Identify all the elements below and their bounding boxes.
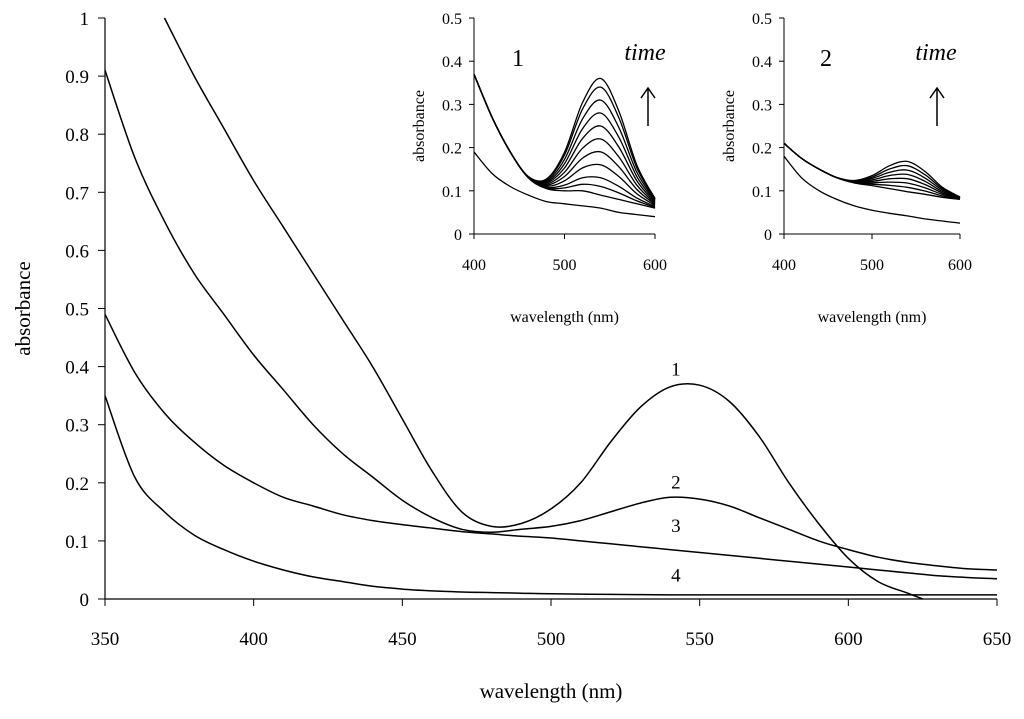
inset-trace-lowest [473, 151, 656, 218]
inset-y-tick-label: 0 [764, 227, 772, 244]
series-3-label: 3 [671, 516, 681, 537]
y-tick-label: 0.2 [65, 474, 89, 495]
series-2-line [104, 70, 998, 571]
inset-y-tick-label: 0.4 [442, 54, 462, 71]
inset-number-label: 1 [512, 46, 524, 72]
y-tick-label: 0.7 [65, 183, 89, 204]
y-tick-label: 0.4 [65, 358, 89, 379]
y-tick-label: 0.6 [65, 241, 89, 262]
inset-y-tick-label: 0.1 [752, 184, 772, 201]
inset-x-tick-label: 400 [462, 257, 486, 274]
y-tick-label: 0 [80, 590, 90, 611]
x-tick-label: 450 [388, 629, 417, 650]
inset-y-tick-label: 0.4 [752, 54, 772, 71]
series-4-label: 4 [671, 566, 681, 587]
x-tick-label: 600 [834, 629, 863, 650]
time-arrow-head [929, 86, 945, 99]
y-tick-label: 0.1 [65, 532, 89, 553]
x-tick-label: 650 [983, 629, 1012, 650]
inset-trace [783, 142, 961, 199]
inset-trace [783, 142, 961, 200]
inset-y-tick-label: 0 [454, 227, 462, 244]
inset-y-axis-title: absorbance [721, 90, 738, 162]
series-1-line [163, 17, 923, 600]
inset-time-label: time [624, 40, 666, 66]
inset-y-tick-label: 0.3 [752, 97, 772, 114]
inset-y-tick-label: 0.1 [442, 184, 462, 201]
y-tick-label: 0.3 [65, 416, 89, 437]
series-4-line [104, 395, 997, 596]
inset-x-tick-label: 500 [553, 257, 577, 274]
inset-trace [783, 142, 961, 200]
inset-x-axis-title: wavelength (nm) [510, 309, 619, 326]
inset-trace [473, 73, 656, 199]
inset-x-tick-label: 600 [643, 257, 667, 274]
inset-x-tick-label: 500 [860, 257, 884, 274]
inset-trace [473, 73, 656, 208]
y-axis-title: absorbance [11, 261, 35, 355]
series-1-label: 1 [671, 359, 681, 380]
inset-y-tick-label: 0.3 [442, 97, 462, 114]
inset-x-tick-label: 600 [948, 257, 972, 274]
series-2-label: 2 [671, 473, 681, 494]
inset-y-tick-label: 0.2 [442, 141, 462, 158]
inset-x-axis-title: wavelength (nm) [818, 309, 927, 326]
x-axis-title: wavelength (nm) [480, 679, 623, 703]
inset-trace [783, 142, 961, 199]
inset-y-tick-label: 0.5 [442, 11, 462, 28]
y-tick-label: 0.9 [65, 67, 89, 88]
y-tick-label: 0.5 [65, 300, 89, 321]
y-tick-label: 1 [80, 9, 90, 30]
inset-x-tick-label: 400 [772, 257, 796, 274]
x-tick-label: 550 [685, 629, 714, 650]
inset-traces [473, 73, 656, 218]
inset-traces [783, 142, 961, 224]
inset-time-label: time [915, 40, 957, 66]
x-tick-label: 350 [91, 629, 120, 650]
inset-y-tick-label: 0.5 [752, 11, 772, 28]
inset-y-tick-label: 0.2 [752, 141, 772, 158]
x-tick-label: 500 [537, 629, 566, 650]
inset-number-label: 2 [820, 46, 832, 72]
y-tick-label: 0.8 [65, 125, 89, 146]
time-arrow-head [640, 86, 656, 99]
series-3-line [104, 313, 998, 580]
inset-trace [783, 142, 961, 198]
x-tick-label: 400 [239, 629, 268, 650]
inset-trace-lowest [783, 155, 961, 224]
inset-y-axis-title: absorbance [411, 90, 428, 162]
